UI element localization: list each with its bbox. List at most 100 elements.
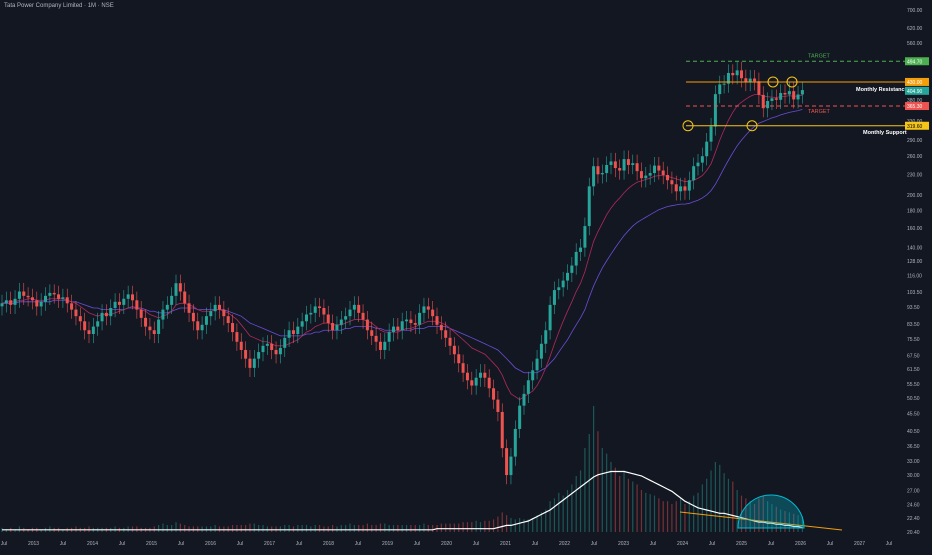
candle-body [635, 163, 639, 172]
candle-body [405, 319, 409, 322]
x-tick-label: Jul [119, 541, 125, 547]
candle-body [291, 330, 295, 334]
volume-bar [527, 519, 529, 532]
y-tick-label: 93.50 [907, 305, 920, 311]
x-tick-label: Jul [1, 541, 7, 547]
candle-body [757, 81, 761, 95]
candle-body [113, 301, 117, 309]
volume-bar [688, 501, 690, 532]
volume-bar [179, 523, 181, 532]
volume-bar [571, 484, 573, 532]
volume-bar [488, 520, 490, 532]
volume-bar [797, 515, 799, 532]
candle-body [74, 309, 78, 317]
candle-body [683, 186, 687, 191]
candle-body [218, 304, 221, 310]
chart-title: Tata Power Company Limited · 1M · NSE [4, 3, 114, 9]
volume-bar [614, 467, 616, 532]
support-label: Monthly Support [863, 130, 907, 136]
candle-body [474, 377, 478, 386]
y-tick-label: 40.50 [907, 429, 920, 435]
volume-bar [788, 512, 790, 532]
candle-body [357, 304, 361, 313]
y-tick-label: 128.00 [907, 259, 923, 265]
candle-body [422, 306, 426, 313]
candle-body [204, 316, 208, 325]
y-tick-label: 61.50 [907, 367, 920, 373]
candle-body [191, 312, 195, 322]
volume-bar [297, 525, 299, 532]
candle-body [348, 309, 352, 317]
candle-body [196, 321, 200, 331]
candle-body [109, 308, 113, 317]
candle-body [174, 283, 178, 296]
x-tick-label: 2018 [323, 541, 334, 547]
volume-bar [414, 525, 416, 532]
candle-body [666, 174, 670, 181]
candle-body [287, 330, 291, 338]
highlight-circle [767, 76, 779, 88]
volume-bar [318, 525, 321, 532]
x-tick-label: Jul [296, 541, 302, 547]
volume-bar [284, 525, 286, 532]
candle-body [566, 272, 569, 281]
candle-body [261, 345, 265, 353]
candle-body [761, 94, 765, 109]
resistance-price-tag-bg [905, 77, 929, 86]
candle-body [22, 291, 26, 296]
candle-body [557, 287, 561, 291]
candle-body [200, 324, 204, 331]
volume-bar [632, 481, 634, 532]
candle-body [457, 354, 461, 364]
volume-bar [471, 522, 473, 532]
volume-bar [445, 523, 447, 532]
candle-body [9, 300, 13, 305]
y-tick-label: 620.00 [907, 26, 923, 32]
volume-bar [767, 501, 769, 532]
y-tick-label: 103.50 [907, 290, 923, 296]
candle-body [609, 161, 613, 165]
candle-body [431, 309, 435, 317]
volume-bar [397, 525, 399, 532]
candle-body [692, 166, 696, 181]
candle-body [396, 326, 400, 331]
volume-bar [453, 523, 455, 532]
volume-bar [680, 498, 682, 532]
candle-body [439, 324, 443, 331]
candle-body [465, 372, 469, 381]
volume-bar [675, 501, 677, 532]
candle-body [753, 78, 757, 82]
x-tick-label: 2022 [559, 541, 570, 547]
candle-body [705, 141, 709, 157]
y-tick-label: 67.50 [907, 353, 920, 359]
candle-body [574, 251, 578, 266]
candle-body [305, 314, 308, 322]
candle-body [91, 326, 95, 334]
candle-body [239, 341, 243, 350]
volume-bar [610, 462, 612, 532]
candle-body [513, 428, 517, 457]
candle-body [209, 311, 213, 317]
volume-bar [701, 484, 703, 532]
candle-body [322, 308, 326, 315]
y-tick-label: 180.00 [907, 209, 923, 215]
volume-bar [288, 525, 290, 532]
volume-bar [366, 523, 368, 532]
x-tick-label: 2021 [500, 541, 511, 547]
highlight-circle [746, 120, 758, 132]
candle-body [100, 312, 104, 322]
highlight-circle [786, 76, 798, 88]
current-price-tag: 404.90 [907, 89, 923, 95]
volume-bar [162, 523, 164, 532]
candle-body [505, 448, 509, 476]
volume-bar [710, 470, 712, 532]
candle-body [526, 380, 530, 394]
volume-bar [432, 525, 434, 532]
volume-bar [519, 518, 521, 532]
y-tick-label: 116.00 [907, 273, 922, 279]
volume-bar [427, 525, 429, 532]
y-tick-label: 75.50 [907, 337, 920, 343]
candle-body [722, 83, 726, 85]
volume-bar [475, 520, 477, 532]
